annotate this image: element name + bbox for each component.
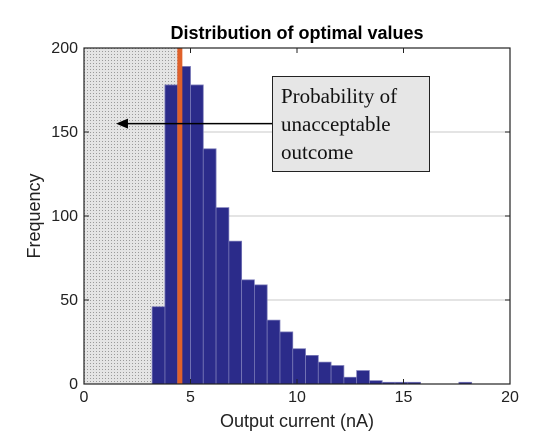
x-tick-label: 5 [186,389,195,406]
y-tick-label: 50 [60,292,78,309]
x-tick-label: 10 [288,389,306,406]
histogram-bar [202,148,217,385]
histogram-bar [190,84,204,385]
histogram-bar [343,376,358,385]
x-axis-label: Output current (nA) [220,411,374,431]
annotation-arrowhead [115,118,128,129]
histogram-bar [356,370,370,385]
histogram-bar [279,331,294,385]
histogram-bar [292,348,306,385]
annotation-line-2: unacceptable [281,112,391,136]
histogram-bar [266,319,281,385]
annotation-box: Probability of unacceptable outcome [272,76,430,172]
annotation-line-3: outcome [281,140,354,164]
histogram-bar [305,355,319,385]
histogram-bar [253,284,268,385]
y-tick-label: 200 [51,40,78,57]
x-tick-label: 20 [501,389,519,406]
histogram-bar [215,207,230,385]
x-tick-label: 15 [395,389,413,406]
histogram-bar [151,306,166,385]
annotation-line-1: Probability of [281,84,398,108]
histogram-bar [164,84,179,385]
x-tick-label: 0 [80,389,89,406]
histogram-bar [241,279,255,385]
chart-title: Distribution of optimal values [170,23,423,43]
y-tick-label: 0 [69,376,78,393]
y-tick-label: 150 [51,124,78,141]
histogram-bar [330,365,345,385]
y-axis-label: Frequency [24,173,44,258]
histogram-bar [228,240,243,385]
y-tick-label: 100 [51,208,78,225]
histogram-bar [317,361,332,385]
